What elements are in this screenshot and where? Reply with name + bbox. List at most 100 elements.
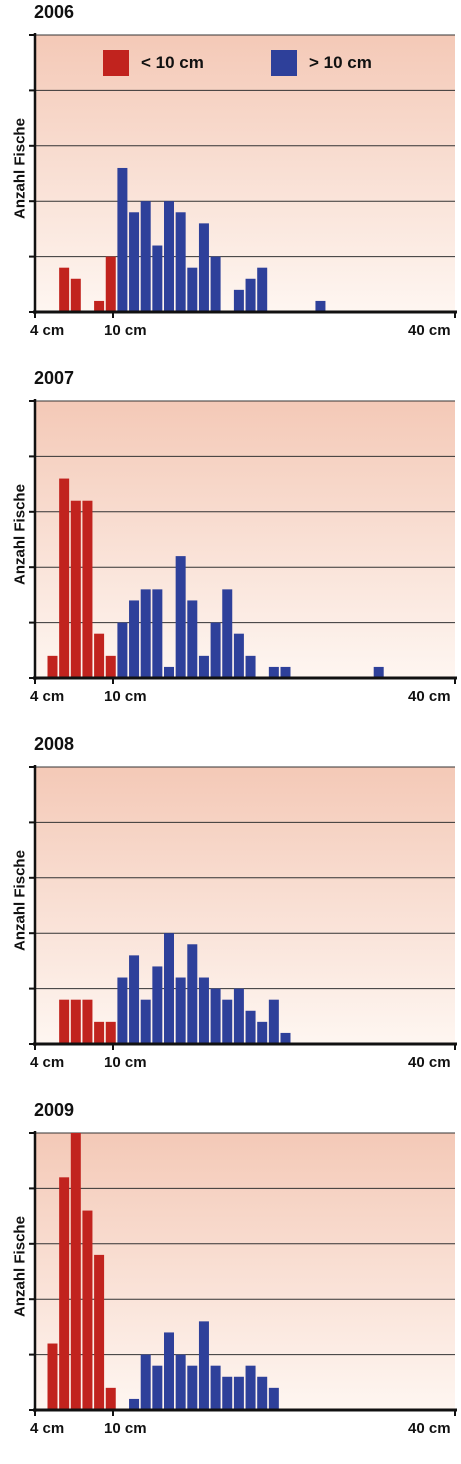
bar xyxy=(257,267,268,312)
bar xyxy=(164,666,174,678)
bar xyxy=(280,1032,291,1044)
bar xyxy=(70,500,81,678)
chart-title: 2007 xyxy=(34,368,75,388)
chart-panel: 2009 Anzahl Fische 4 cm 10 cm 40 cm xyxy=(0,1098,461,1464)
bar xyxy=(140,999,151,1044)
bar xyxy=(210,256,221,312)
bar xyxy=(70,999,81,1044)
chart-svg xyxy=(29,399,457,684)
bar xyxy=(210,988,221,1044)
bar xyxy=(152,245,163,312)
bar xyxy=(245,1365,256,1410)
plot-background xyxy=(35,1133,455,1410)
bar xyxy=(129,212,140,312)
y-axis-label: Anzahl Fische xyxy=(11,1216,29,1317)
legend-label-small: < 10 cm xyxy=(141,53,204,72)
x-tick-label: 40 cm xyxy=(408,1420,451,1437)
bar xyxy=(187,944,198,1044)
chart-panel: 2006 Anzahl Fische 4 cm 10 cm 40 cm < 10 cm > … xyxy=(0,0,461,366)
bar xyxy=(315,300,326,312)
bar xyxy=(198,1321,209,1410)
bar xyxy=(117,622,128,678)
bar xyxy=(59,267,70,312)
legend-large: > 10 cm xyxy=(271,50,372,76)
bar xyxy=(373,666,384,678)
bar xyxy=(94,300,105,312)
bar xyxy=(268,999,279,1044)
x-tick-label: 40 cm xyxy=(408,322,451,339)
legend-small: < 10 cm xyxy=(103,50,204,76)
bar xyxy=(198,223,209,312)
y-axis-label: Anzahl Fische xyxy=(11,850,29,951)
chart-title: 2008 xyxy=(34,734,75,754)
bar xyxy=(245,278,256,312)
bar xyxy=(175,212,186,312)
bar xyxy=(47,1343,58,1410)
bar xyxy=(222,999,233,1044)
legend-label-large: > 10 cm xyxy=(309,53,372,72)
bar xyxy=(105,655,116,678)
bar xyxy=(164,201,174,312)
bar xyxy=(129,600,140,678)
bar xyxy=(117,977,128,1044)
x-tick-label: 4 cm xyxy=(30,1420,65,1437)
plot-background xyxy=(35,401,455,678)
bar xyxy=(47,655,58,678)
bar xyxy=(164,1332,174,1410)
plot-background xyxy=(35,767,455,1044)
bar xyxy=(175,1354,186,1410)
bar xyxy=(245,655,256,678)
bar xyxy=(140,589,151,678)
bar xyxy=(105,256,116,312)
bar xyxy=(82,500,93,678)
bar xyxy=(187,600,198,678)
bar xyxy=(164,933,174,1044)
x-tick-label: 10 cm xyxy=(104,688,147,705)
bar xyxy=(59,478,70,678)
bar xyxy=(129,1398,140,1410)
bar xyxy=(233,289,244,312)
bar xyxy=(94,1254,105,1410)
bar xyxy=(175,977,186,1044)
bar xyxy=(257,1021,268,1044)
bar xyxy=(152,589,163,678)
x-tick-label: 40 cm xyxy=(408,688,451,705)
bar xyxy=(70,278,81,312)
plot-background xyxy=(35,35,455,312)
legend-swatch-small xyxy=(103,50,129,76)
bar xyxy=(129,955,140,1044)
chart-svg xyxy=(29,33,457,318)
bar xyxy=(245,1010,256,1044)
bar xyxy=(233,633,244,678)
bar xyxy=(82,1210,93,1410)
x-tick-label: 40 cm xyxy=(408,1054,451,1071)
bar xyxy=(187,267,198,312)
x-tick-label: 10 cm xyxy=(104,322,147,339)
bar xyxy=(233,988,244,1044)
chart-title: 2009 xyxy=(34,1100,75,1120)
bar xyxy=(280,666,291,678)
bar xyxy=(152,966,163,1044)
legend-swatch-large xyxy=(271,50,297,76)
bar xyxy=(268,1387,279,1410)
bar xyxy=(105,1021,116,1044)
bar xyxy=(268,666,279,678)
bar xyxy=(175,556,186,678)
bar xyxy=(94,633,105,678)
chart-panel: 2008 Anzahl Fische 4 cm 10 cm 40 cm xyxy=(0,732,461,1098)
bar xyxy=(198,977,209,1044)
bar xyxy=(198,655,209,678)
bar xyxy=(222,1376,233,1410)
chart-svg xyxy=(29,765,457,1050)
y-axis-label: Anzahl Fische xyxy=(11,118,29,219)
chart-svg xyxy=(29,1131,457,1416)
bar xyxy=(105,1387,116,1410)
bar xyxy=(257,1376,268,1410)
bar xyxy=(117,167,128,312)
bar xyxy=(70,1133,81,1410)
x-tick-label: 4 cm xyxy=(30,322,65,339)
bar xyxy=(59,999,70,1044)
x-tick-label: 10 cm xyxy=(104,1054,147,1071)
bar xyxy=(187,1365,198,1410)
bar xyxy=(59,1177,70,1410)
